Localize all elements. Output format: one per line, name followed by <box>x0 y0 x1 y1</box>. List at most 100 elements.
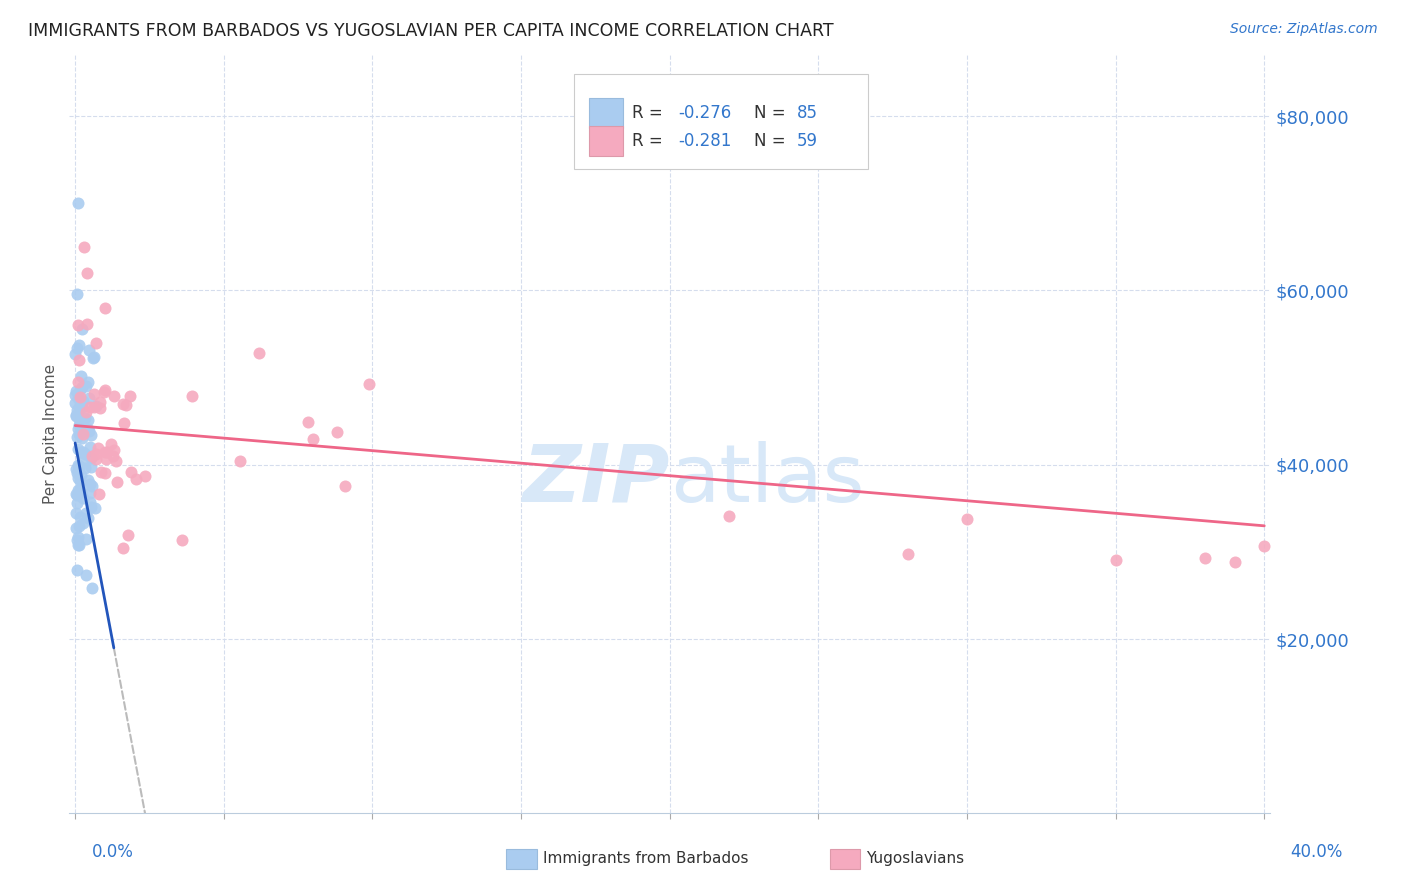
Point <box>90 465 112 479</box>
Point <box>112 416 135 430</box>
Point <box>70 369 93 384</box>
Point <box>134 468 156 483</box>
Point <box>125 472 148 486</box>
Point <box>72 393 94 408</box>
Point <box>80 460 103 475</box>
Point <box>103 389 125 403</box>
Point <box>66 422 89 436</box>
Bar <box>589 126 623 156</box>
Point <box>112 541 135 555</box>
Point <box>89 395 111 409</box>
Point <box>67 318 90 332</box>
Point <box>100 436 122 450</box>
Point <box>65 408 87 422</box>
Point <box>65 396 87 410</box>
Point <box>66 429 89 443</box>
Point <box>896 548 918 562</box>
Point <box>70 321 93 335</box>
Point <box>69 445 91 459</box>
Point <box>82 351 104 366</box>
Point <box>65 462 87 476</box>
Point <box>66 538 89 552</box>
Point <box>101 449 124 463</box>
Point <box>75 405 97 419</box>
Point <box>73 411 96 425</box>
Point <box>105 475 128 489</box>
Point <box>66 458 89 472</box>
Point <box>66 530 89 544</box>
Point <box>93 385 115 400</box>
Point <box>79 495 101 509</box>
Point <box>325 425 347 440</box>
Point <box>72 426 94 441</box>
Point <box>79 476 101 491</box>
Point <box>65 384 87 398</box>
Point <box>77 376 100 390</box>
Point <box>1104 553 1126 567</box>
Point <box>73 447 96 461</box>
Text: R =: R = <box>633 103 668 122</box>
Point <box>69 510 91 524</box>
Point <box>117 528 139 542</box>
Point <box>75 506 97 520</box>
Point <box>302 432 325 446</box>
Point <box>67 427 90 442</box>
Point <box>120 465 142 479</box>
Point <box>69 475 91 489</box>
Point <box>82 479 104 493</box>
Text: Source: ZipAtlas.com: Source: ZipAtlas.com <box>1230 22 1378 37</box>
Point <box>87 487 110 501</box>
Point <box>105 454 128 468</box>
Text: 0.0%: 0.0% <box>91 843 134 861</box>
Point <box>66 533 89 547</box>
Point <box>67 400 90 414</box>
Point <box>70 467 93 482</box>
Point <box>84 399 107 413</box>
Point <box>333 478 356 492</box>
Point <box>82 582 104 596</box>
Point <box>69 485 91 500</box>
Point <box>73 460 96 475</box>
Point <box>80 428 103 442</box>
Point <box>84 447 107 461</box>
Point <box>67 518 90 533</box>
Text: -0.281: -0.281 <box>678 132 731 150</box>
Point <box>79 485 101 500</box>
Point <box>76 266 98 280</box>
Point <box>66 467 89 481</box>
Point <box>84 335 107 350</box>
Point <box>70 401 93 415</box>
Point <box>1223 555 1246 569</box>
Point <box>359 376 381 391</box>
Text: 85: 85 <box>797 103 818 122</box>
Point <box>73 452 96 467</box>
Point <box>70 431 93 445</box>
Point <box>297 415 319 429</box>
Point <box>84 451 107 466</box>
Point <box>67 458 90 473</box>
Text: N =: N = <box>754 103 790 122</box>
Point <box>67 442 90 456</box>
Point <box>67 461 90 475</box>
Point <box>72 516 94 530</box>
Point <box>79 401 101 415</box>
Point <box>65 341 87 355</box>
Point <box>1194 551 1216 566</box>
Text: atlas: atlas <box>669 441 865 519</box>
Point <box>69 483 91 497</box>
Point <box>66 391 89 405</box>
Point <box>69 417 91 431</box>
Point <box>170 533 193 548</box>
Point <box>65 507 87 521</box>
Point <box>77 424 100 438</box>
Point <box>89 401 111 416</box>
Point <box>65 521 87 535</box>
Text: N =: N = <box>754 132 790 150</box>
Text: IMMIGRANTS FROM BARBADOS VS YUGOSLAVIAN PER CAPITA INCOME CORRELATION CHART: IMMIGRANTS FROM BARBADOS VS YUGOSLAVIAN … <box>28 22 834 40</box>
Point <box>115 398 138 412</box>
Point <box>80 450 103 465</box>
Text: -0.276: -0.276 <box>678 103 731 122</box>
Bar <box>589 97 623 128</box>
Point <box>65 487 87 501</box>
Point <box>103 443 125 458</box>
